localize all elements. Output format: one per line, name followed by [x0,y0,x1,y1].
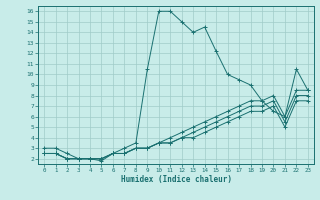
X-axis label: Humidex (Indice chaleur): Humidex (Indice chaleur) [121,175,231,184]
